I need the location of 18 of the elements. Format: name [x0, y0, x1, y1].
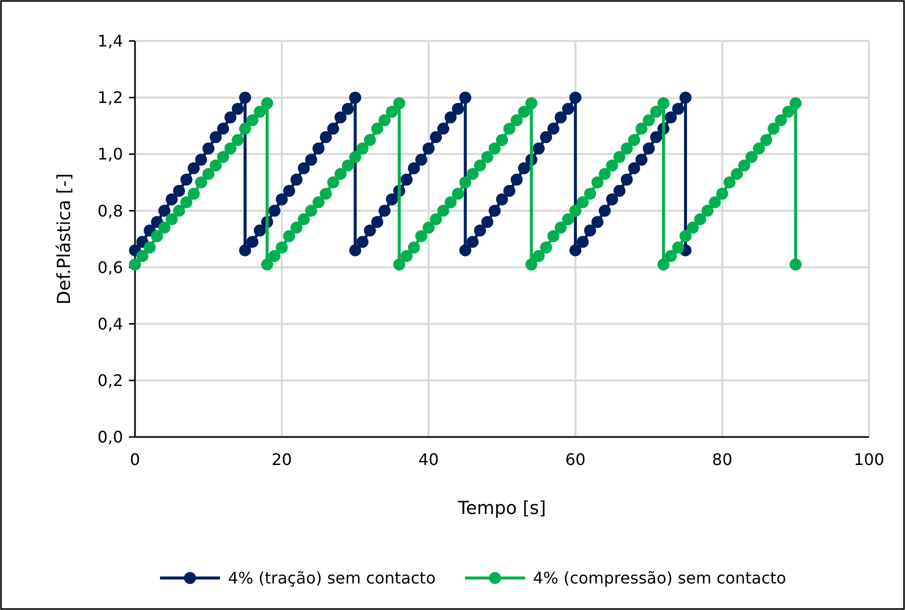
x-tick-label: 60: [565, 450, 586, 469]
y-tick-label: 1,0: [98, 144, 123, 164]
legend-label: 4% (tração) sem contacto: [228, 568, 436, 588]
legend-label: 4% (compressão) sem contacto: [533, 568, 786, 588]
y-axis-title: Def.Plástica [-]: [54, 173, 75, 305]
x-tick-label: 100: [854, 450, 884, 469]
x-axis-title: Tempo [s]: [456, 498, 546, 519]
x-tick-label: 40: [418, 450, 439, 469]
x-tick-label: 20: [272, 450, 292, 469]
y-tick-label: 0,0: [98, 428, 123, 447]
y-tick-label: 0,2: [98, 371, 123, 390]
y-tick-label: 1,4: [98, 32, 123, 51]
y-tick-label: 0,8: [98, 201, 123, 220]
x-tick-label: 80: [712, 450, 732, 469]
y-tick-label: 0,6: [98, 258, 123, 277]
y-tick-label: 0,4: [98, 314, 123, 334]
x-tick-label: 0: [130, 450, 140, 469]
y-tick-label: 1,2: [98, 88, 123, 108]
